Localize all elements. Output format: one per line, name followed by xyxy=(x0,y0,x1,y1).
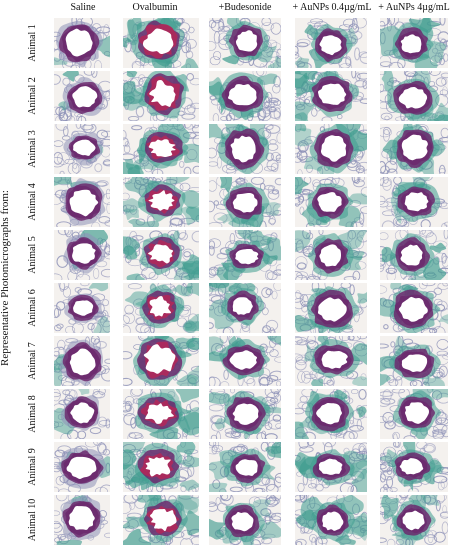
row-label-animal-6: Animal 6 xyxy=(27,289,38,327)
row-label-animal-2: Animal 2 xyxy=(27,77,38,115)
photomicrograph-ovalbumin-animal-7 xyxy=(123,336,199,386)
photomicrograph-aunps-low-animal-1 xyxy=(295,18,367,68)
photomicrograph-ovalbumin-animal-5 xyxy=(123,230,199,280)
photomicrograph-aunps-high-animal-5 xyxy=(380,230,448,280)
column-header-aunps-low: + AuNPs 0.4µg/mL xyxy=(292,2,372,13)
photomicrograph-aunps-high-animal-1 xyxy=(380,18,448,68)
photomicrograph-ovalbumin-animal-3 xyxy=(123,124,199,174)
column-header-ovalbumin: Ovalbumin xyxy=(132,2,178,13)
photomicrograph-saline-animal-2 xyxy=(54,71,110,121)
photomicrograph-aunps-high-animal-3 xyxy=(380,124,448,174)
photomicrograph-aunps-high-animal-9 xyxy=(380,442,448,492)
row-label-animal-9: Animal 9 xyxy=(27,448,38,486)
photomicrograph-aunps-low-animal-10 xyxy=(295,495,367,545)
photomicrograph-saline-animal-5 xyxy=(54,230,110,280)
row-label-animal-8: Animal 8 xyxy=(27,395,38,433)
photomicrograph-budesonide-animal-5 xyxy=(209,230,281,280)
photomicrograph-budesonide-animal-6 xyxy=(209,283,281,333)
photomicrograph-budesonide-animal-8 xyxy=(209,389,281,439)
photomicrograph-aunps-high-animal-4 xyxy=(380,177,448,227)
column-header-saline: Saline xyxy=(70,2,96,13)
photomicrograph-ovalbumin-animal-10 xyxy=(123,495,199,545)
photomicrograph-aunps-low-animal-4 xyxy=(295,177,367,227)
photomicrograph-saline-animal-1 xyxy=(54,18,110,68)
row-label-animal-7: Animal 7 xyxy=(27,342,38,380)
photomicrograph-budesonide-animal-10 xyxy=(209,495,281,545)
photomicrograph-saline-animal-10 xyxy=(54,495,110,545)
photomicrograph-aunps-high-animal-10 xyxy=(380,495,448,545)
photomicrograph-aunps-high-animal-7 xyxy=(380,336,448,386)
column-header-budesonide: +Budesonide xyxy=(218,2,272,13)
photomicrograph-budesonide-animal-3 xyxy=(209,124,281,174)
photomicrograph-budesonide-animal-7 xyxy=(209,336,281,386)
photomicrograph-aunps-low-animal-7 xyxy=(295,336,367,386)
figure-side-title: Representative Photomicrographs from: xyxy=(0,190,11,366)
photomicrograph-aunps-low-animal-8 xyxy=(295,389,367,439)
photomicrograph-budesonide-animal-4 xyxy=(209,177,281,227)
photomicrograph-ovalbumin-animal-1 xyxy=(123,18,199,68)
photomicrograph-saline-animal-6 xyxy=(54,283,110,333)
photomicrograph-aunps-low-animal-2 xyxy=(295,71,367,121)
photomicrograph-aunps-low-animal-3 xyxy=(295,124,367,174)
photomicrograph-saline-animal-3 xyxy=(54,124,110,174)
photomicrograph-budesonide-animal-2 xyxy=(209,71,281,121)
row-label-animal-3: Animal 3 xyxy=(27,130,38,168)
photomicrograph-aunps-low-animal-5 xyxy=(295,230,367,280)
row-label-animal-5: Animal 5 xyxy=(27,236,38,274)
photomicrograph-ovalbumin-animal-9 xyxy=(123,442,199,492)
photomicrograph-aunps-high-animal-6 xyxy=(380,283,448,333)
photomicrograph-aunps-high-animal-8 xyxy=(380,389,448,439)
photomicrograph-ovalbumin-animal-4 xyxy=(123,177,199,227)
photomicrograph-saline-animal-8 xyxy=(54,389,110,439)
photomicrograph-aunps-low-animal-6 xyxy=(295,283,367,333)
photomicrograph-saline-animal-4 xyxy=(54,177,110,227)
photomicrograph-saline-animal-9 xyxy=(54,442,110,492)
photomicrograph-budesonide-animal-9 xyxy=(209,442,281,492)
photomicrograph-ovalbumin-animal-8 xyxy=(123,389,199,439)
photomicrograph-ovalbumin-animal-6 xyxy=(123,283,199,333)
row-label-animal-1: Animal 1 xyxy=(27,24,38,62)
photomicrograph-aunps-high-animal-2 xyxy=(380,71,448,121)
photomicrograph-ovalbumin-animal-2 xyxy=(123,71,199,121)
photomicrograph-saline-animal-7 xyxy=(54,336,110,386)
photomicrograph-budesonide-animal-1 xyxy=(209,18,281,68)
row-label-animal-10: Animal 10 xyxy=(27,498,38,542)
row-label-animal-4: Animal 4 xyxy=(27,183,38,221)
column-header-aunps-high: + AuNPs 4µg/mL xyxy=(378,2,450,13)
photomicrograph-aunps-low-animal-9 xyxy=(295,442,367,492)
